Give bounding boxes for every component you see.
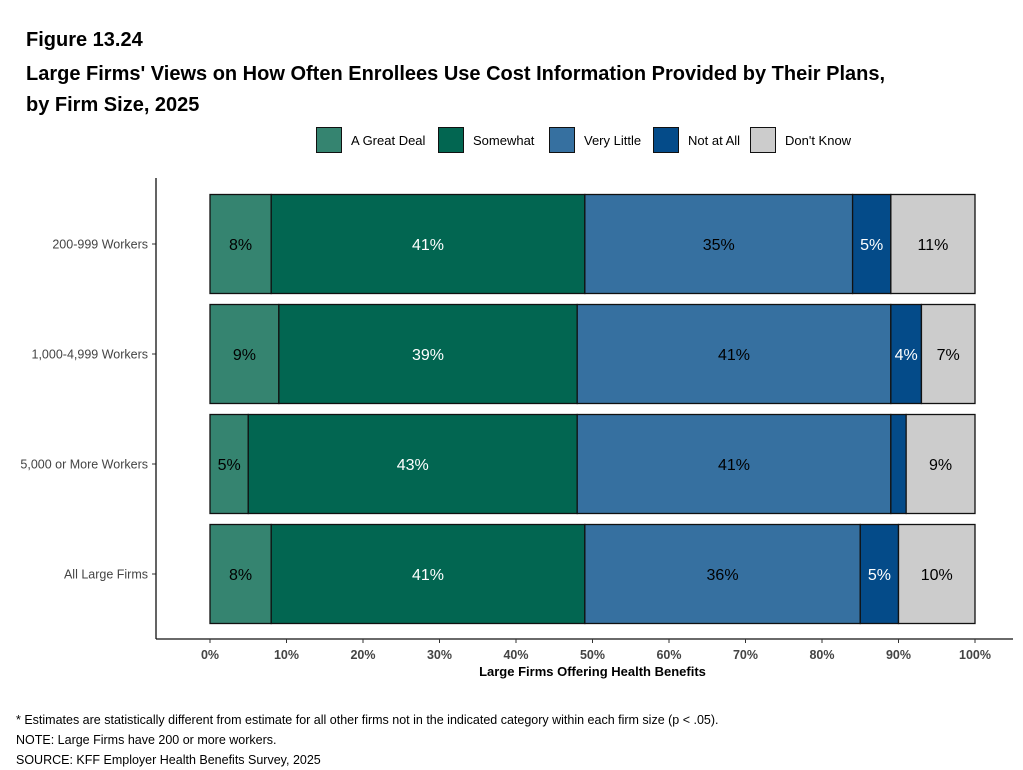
x-axis-title: Large Firms Offering Health Benefits: [479, 664, 706, 679]
bar-1-000-4-999-workers-somewhat: [278, 303, 578, 405]
footnote-note: NOTE: Large Firms have 200 or more worke…: [16, 733, 277, 747]
x-tick-label-20: 20%: [350, 648, 375, 662]
bar-all-large-firms-don-t-know: [897, 523, 976, 625]
data-label-200-999-workers-very-little: 35%: [703, 237, 735, 254]
bar-5-000-or-more-workers-not-at-all: [890, 413, 907, 515]
y-tick-label-200-999-workers: 200-999 Workers: [52, 238, 148, 252]
legend-swatch: [549, 127, 575, 153]
legend-label: Very Little: [584, 133, 642, 148]
figure-label: Figure 13.24: [26, 29, 143, 51]
x-tick-label-0: 0%: [201, 648, 219, 662]
chart-notes: * Estimates are statistically different …: [16, 710, 719, 770]
legend-swatch: [750, 127, 776, 153]
data-label-all-large-firms-a-great-deal: 8%: [229, 567, 252, 584]
bar-200-999-workers-very-little: [584, 193, 854, 295]
data-label-all-large-firms-very-little: 36%: [707, 567, 739, 584]
x-tick-label-80: 80%: [809, 648, 834, 662]
y-tick-label-1-000-4-999-workers: 1,000-4,999 Workers: [32, 348, 149, 362]
data-label-1-000-4-999-workers-don-t-know: 7%: [937, 347, 960, 364]
x-tick-label-90: 90%: [886, 648, 911, 662]
footnote-significance: * Estimates are statistically different …: [16, 713, 719, 727]
chart-title-line-1: Large Firms' Views on How Often Enrollee…: [26, 63, 886, 85]
data-label-200-999-workers-somewhat: 41%: [412, 237, 444, 254]
bar-all-large-firms-not-at-all: [859, 523, 900, 625]
x-tick-label-30: 30%: [427, 648, 452, 662]
bar-all-large-firms-a-great-deal: [209, 523, 272, 625]
x-tick-label-60: 60%: [656, 648, 681, 662]
legend-swatch: [316, 127, 342, 153]
bar-1-000-4-999-workers-not-at-all: [890, 303, 923, 405]
legend-swatch: [653, 127, 679, 153]
legend-label: Somewhat: [473, 133, 535, 148]
data-label-200-999-workers-not-at-all: 5%: [860, 237, 883, 254]
bar-1-000-4-999-workers-very-little: [576, 303, 892, 405]
data-label-1-000-4-999-workers-somewhat: 39%: [412, 347, 444, 364]
y-tick-label-5-000-or-more-workers: 5,000 or More Workers: [20, 458, 148, 472]
data-label-1-000-4-999-workers-very-little: 41%: [718, 347, 750, 364]
x-tick-label-50: 50%: [580, 648, 605, 662]
data-label-all-large-firms-don-t-know: 10%: [921, 567, 953, 584]
bar-all-large-firms-very-little: [584, 523, 861, 625]
data-label-5-000-or-more-workers-don-t-know: 9%: [929, 457, 952, 474]
footnote-source: SOURCE: KFF Employer Health Benefits Sur…: [16, 753, 321, 767]
chart-title-line-2: by Firm Size, 2025: [26, 94, 200, 116]
x-tick-label-70: 70%: [733, 648, 758, 662]
chart-title: Large Firms' Views on How Often Enrollee…: [26, 59, 986, 121]
legend-swatch: [438, 127, 464, 153]
x-tick-label-100: 100%: [959, 648, 991, 662]
bar-5-000-or-more-workers-very-little: [576, 413, 892, 515]
bar-200-999-workers-don-t-know: [890, 193, 976, 295]
data-label-all-large-firms-not-at-all: 5%: [868, 567, 891, 584]
bar-200-999-workers-a-great-deal: [209, 193, 272, 295]
stacked-bar-chart: 8% 41% 35% 5% 11% 200-999 Workers 9% 39% 41% 4% 7%…: [20, 178, 1013, 679]
data-label-5-000-or-more-workers-somewhat: 43%: [397, 457, 429, 474]
data-label-all-large-firms-somewhat: 41%: [412, 567, 444, 584]
bar-1-000-4-999-workers-a-great-deal: [209, 303, 280, 405]
legend-label: A Great Deal: [351, 133, 426, 148]
x-tick-label-10: 10%: [274, 648, 299, 662]
x-tick-label-40: 40%: [503, 648, 528, 662]
data-label-200-999-workers-a-great-deal: 8%: [229, 237, 252, 254]
bar-200-999-workers-somewhat: [270, 193, 586, 295]
data-label-1-000-4-999-workers-a-great-deal: 9%: [233, 347, 256, 364]
bar-all-large-firms-somewhat: [270, 523, 586, 625]
legend-label: Not at All: [688, 133, 741, 148]
bar-5-000-or-more-workers-don-t-know: [905, 413, 976, 515]
data-label-5-000-or-more-workers-very-little: 41%: [718, 457, 750, 474]
data-label-1-000-4-999-workers-not-at-all: 4%: [895, 347, 918, 364]
bar-1-000-4-999-workers-don-t-know: [920, 303, 976, 405]
data-label-200-999-workers-don-t-know: 11%: [918, 237, 949, 254]
y-tick-label-all-large-firms: All Large Firms: [64, 568, 148, 582]
data-label-5-000-or-more-workers-a-great-deal: 5%: [218, 457, 241, 474]
bar-5-000-or-more-workers-a-great-deal: [209, 413, 249, 515]
legend-label: Don't Know: [785, 133, 852, 148]
bar-5-000-or-more-workers-somewhat: [247, 413, 578, 515]
bar-200-999-workers-not-at-all: [851, 193, 892, 295]
